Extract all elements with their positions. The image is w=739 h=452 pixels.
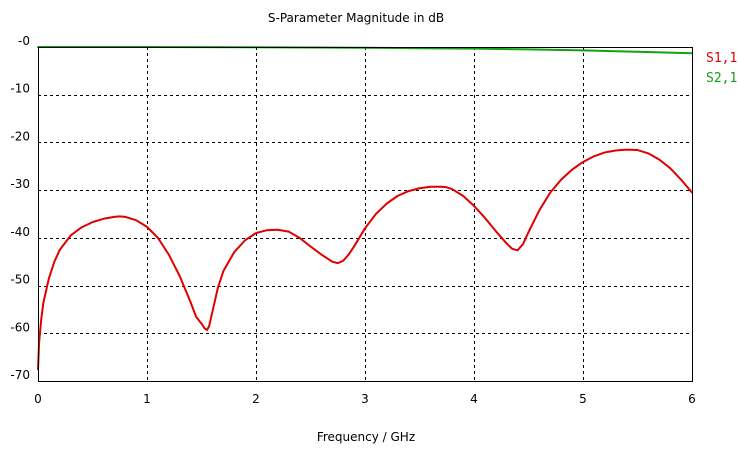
x-tick-label: 5 [579,392,587,406]
y-tick-label: -30 [10,177,30,191]
x-tick-label: 2 [252,392,260,406]
series-line-s11 [37,148,693,371]
x-tick-label: 6 [688,392,696,406]
x-tick-label: 0 [34,392,42,406]
y-tick-label: -60 [10,320,30,334]
x-tick-label: 1 [143,392,151,406]
x-axis-title: Frequency / GHz [317,430,415,444]
legend-entry: S2,1 [706,71,737,86]
y-tick-label: -50 [10,273,30,287]
y-tick-label: -10 [10,82,30,96]
x-tick-label: 3 [361,392,369,406]
y-tick-label: -0 [18,34,30,48]
tick-labels: 0 1 2 3 4 5 6 -0 -10 -20 -30 -40 -50 -60 -70 [10,34,695,406]
x-tick-label: 4 [470,392,478,406]
y-tick-label: -40 [10,225,30,239]
plot-frame [38,47,693,382]
y-tick-label: -70 [10,368,30,382]
grid [38,47,692,381]
legend: S1,1 S2,1 [706,51,737,86]
chart-title: S-Parameter Magnitude in dB [268,11,444,25]
y-tick-label: -20 [10,129,30,143]
legend-entry: S1,1 [706,51,737,66]
